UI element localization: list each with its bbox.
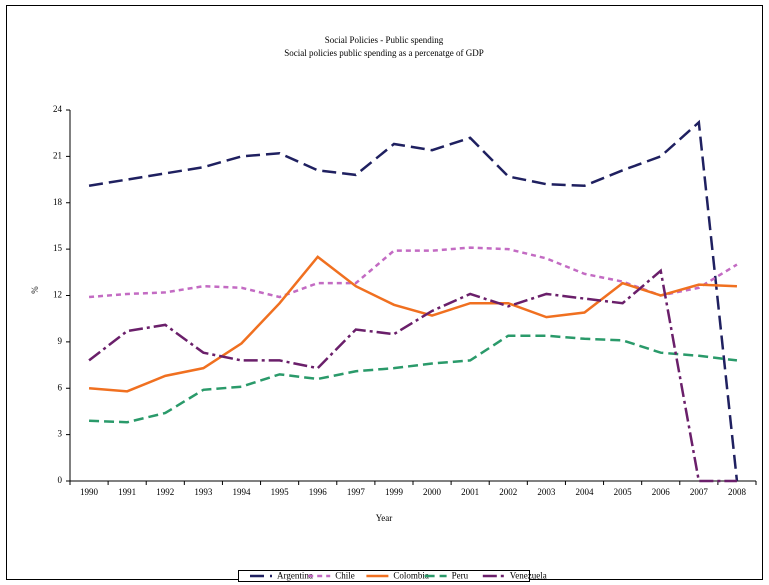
y-tick-label: 15 <box>53 243 63 253</box>
series-line <box>88 119 739 482</box>
x-tick-label: 2005 <box>614 487 633 497</box>
x-tick-label: 1993 <box>194 487 213 497</box>
x-tick-label: 2007 <box>690 487 709 497</box>
legend-label: Argentina <box>277 571 313 581</box>
x-tick-label: 1991 <box>118 487 136 497</box>
legend-label: Chile <box>335 571 355 581</box>
chart-subtitle: Social policies public spending as a per… <box>284 48 483 58</box>
y-tick-label: 24 <box>53 104 63 114</box>
x-tick-label: 2001 <box>461 487 479 497</box>
x-tick-label: 2000 <box>423 487 442 497</box>
x-tick-label: 1995 <box>271 487 290 497</box>
series-line <box>88 255 737 393</box>
x-tick-label: 1990 <box>80 487 99 497</box>
x-tick-label: 1997 <box>347 487 366 497</box>
y-tick-label: 18 <box>53 197 63 207</box>
x-tick-label: 1996 <box>309 487 328 497</box>
y-tick-label: 12 <box>53 290 62 300</box>
chart-title: Social Policies - Public spending <box>325 35 444 45</box>
x-tick-label: 2006 <box>652 487 671 497</box>
y-tick-label: 0 <box>58 475 63 485</box>
x-axis-label: Year <box>376 513 393 523</box>
series-line <box>88 268 737 483</box>
y-tick-label: 3 <box>58 429 63 439</box>
y-axis-label: % <box>30 286 40 294</box>
legend-label: Venezuela <box>510 571 547 581</box>
legend-label: Colombia <box>393 571 429 581</box>
series-line <box>89 334 738 424</box>
x-tick-label: 2003 <box>537 487 556 497</box>
x-tick-label: 1992 <box>156 487 174 497</box>
x-tick-label: 2004 <box>576 487 595 497</box>
x-tick-label: 1994 <box>233 487 252 497</box>
x-tick-label: 2002 <box>499 487 517 497</box>
x-tick-label: 2008 <box>728 487 747 497</box>
y-tick-label: 9 <box>58 336 63 346</box>
x-tick-label: 1999 <box>385 487 404 497</box>
legend-label: Peru <box>452 571 469 581</box>
y-tick-label: 6 <box>58 382 63 392</box>
y-tick-label: 21 <box>53 150 62 160</box>
